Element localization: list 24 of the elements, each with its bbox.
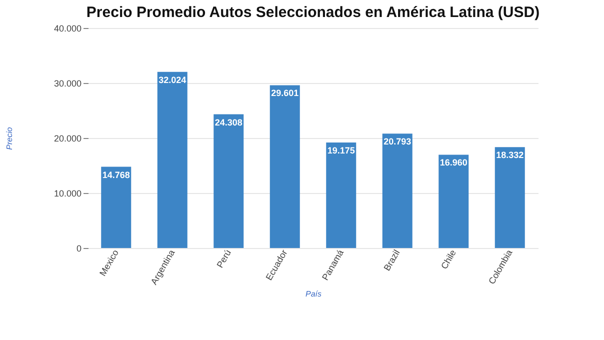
data-label: 19.175 bbox=[327, 146, 355, 156]
bar bbox=[157, 72, 188, 248]
data-label: 32.024 bbox=[158, 74, 186, 85]
data-label: 20.793 bbox=[384, 136, 412, 147]
y-tick-label: 30.000 bbox=[54, 78, 82, 88]
data-label: 14.768 bbox=[102, 170, 130, 180]
y-tick-label: 10.000 bbox=[54, 188, 82, 198]
y-tick-label: 20.000 bbox=[54, 134, 82, 144]
y-tick-label: 40.000 bbox=[54, 24, 82, 34]
chart-title: Precio Promedio Autos Seleccionados en América Latina (USD) bbox=[86, 4, 540, 21]
bar bbox=[101, 166, 132, 248]
bar bbox=[382, 134, 412, 248]
data-label: 29.601 bbox=[271, 88, 299, 98]
y-tick-label: 0 bbox=[76, 244, 82, 254]
bar bbox=[438, 154, 469, 248]
bar bbox=[494, 147, 525, 248]
bar bbox=[326, 142, 356, 248]
x-axis-title: País bbox=[305, 289, 322, 298]
data-label: 16.960 bbox=[440, 158, 468, 168]
bar bbox=[270, 85, 300, 248]
y-axis-title: Precio bbox=[4, 126, 14, 150]
bar bbox=[214, 114, 244, 248]
data-label: 24.308 bbox=[214, 117, 242, 128]
data-label: 18.332 bbox=[496, 150, 524, 160]
